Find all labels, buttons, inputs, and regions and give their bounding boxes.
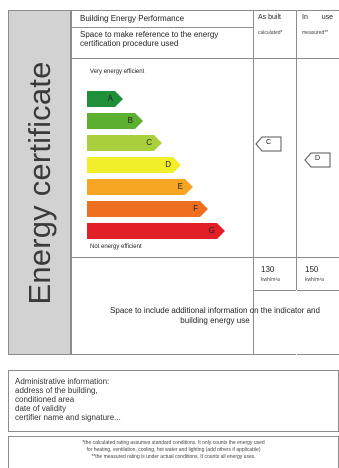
rating-bar-c: C	[87, 135, 162, 151]
rating-bar-b: B	[87, 113, 143, 129]
footnote-box: *the calculated rating assumes standard …	[8, 436, 339, 468]
footnote-line: **the measured rating is under actual co…	[91, 454, 256, 460]
rating-letter-c: C	[146, 138, 152, 147]
inuse-column-sublabel: measured**	[302, 30, 329, 36]
rating-letter-f: F	[193, 204, 198, 213]
main-frame	[71, 10, 339, 355]
inuse-marker-letter: D	[315, 155, 321, 162]
rating-bar-g: G	[87, 223, 225, 239]
rating-bar-d: D	[87, 157, 181, 173]
asbuilt-value: 130	[261, 265, 275, 274]
inuse-rating-marker	[304, 152, 331, 168]
side-band: Energy certificate	[8, 10, 71, 355]
scale-bottom-label: Not energy efficient	[90, 244, 142, 250]
reference-note: Space to make reference to the energy ce…	[80, 30, 219, 48]
asbuilt-column-label: As built	[258, 14, 281, 21]
scale-top-divider	[71, 58, 339, 59]
rating-letter-b: B	[127, 116, 133, 125]
asbuilt-column-sublabel: calculated*	[258, 30, 283, 36]
asbuilt-unit: kwh/m²a	[261, 277, 280, 283]
rating-letter-a: A	[107, 94, 113, 103]
certificate-title: Energy certificate	[21, 60, 57, 305]
rating-letter-g: G	[208, 226, 215, 235]
asbuilt-marker-letter: C	[266, 139, 272, 146]
scale-bottom-divider	[71, 257, 339, 258]
footnote-line: *the calculated rating assumes standard …	[82, 440, 265, 446]
frame-left-line	[71, 10, 72, 355]
rating-bar-e: E	[87, 179, 193, 195]
additional-info-text: Space to include additional information …	[110, 306, 320, 325]
inuse-column-divider	[296, 10, 297, 355]
asbuilt-column-divider	[253, 10, 254, 355]
header-title: Building Energy Performance	[80, 14, 185, 23]
rating-letter-e: E	[177, 182, 183, 191]
inuse-column-label: In use	[302, 14, 334, 21]
admin-line: date of validity	[15, 404, 67, 413]
scale-top-label: Very energy efficient	[90, 69, 145, 75]
rating-bar-a: A	[87, 91, 123, 107]
admin-line: address of the building,	[15, 386, 98, 395]
admin-line: conditioned area	[15, 395, 75, 404]
info-area-gap	[296, 290, 297, 355]
admin-line: certifier name and signature...	[15, 413, 121, 422]
rating-bar-f: F	[87, 201, 208, 217]
footnote-line: for heating, ventilation, cooling, hot w…	[86, 447, 261, 453]
rating-letter-d: D	[165, 160, 171, 169]
header-divider	[71, 27, 253, 28]
inuse-value: 150	[305, 265, 319, 274]
asbuilt-rating-marker	[255, 136, 282, 152]
administrative-info-box: Administrative information: address of t…	[8, 370, 339, 432]
inuse-unit: kwh/m²a	[305, 277, 324, 283]
admin-line: Administrative information:	[15, 377, 110, 386]
